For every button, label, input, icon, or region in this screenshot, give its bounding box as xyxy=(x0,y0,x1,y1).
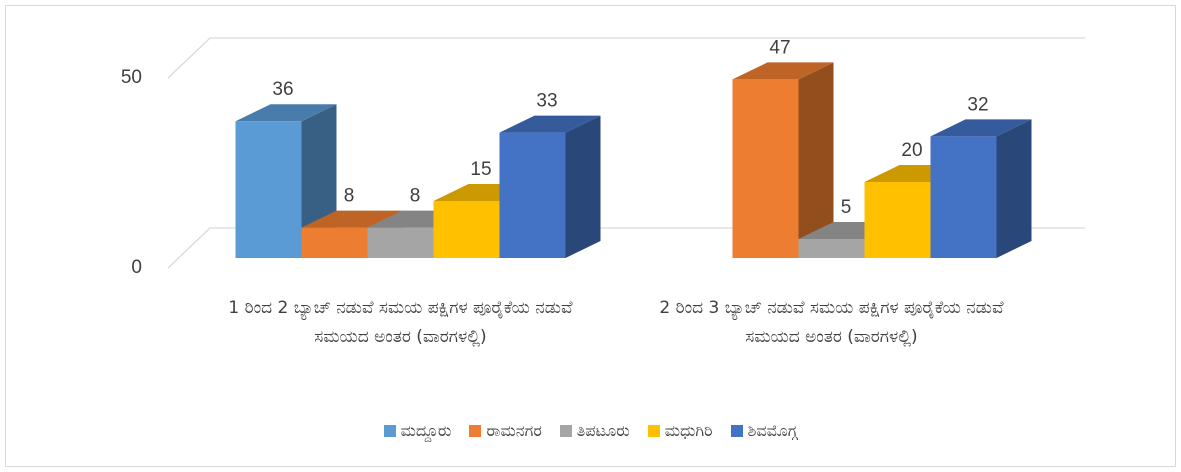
bar xyxy=(732,79,799,259)
legend-item: ಮಧುಗಿರಿ xyxy=(647,421,713,441)
data-label: 8 xyxy=(344,186,355,207)
bar-top xyxy=(301,210,403,228)
grid-line xyxy=(167,37,1085,79)
data-label: 20 xyxy=(901,140,922,161)
data-label: 36 xyxy=(272,79,293,100)
chart-border xyxy=(5,5,1176,467)
legend-label: ತಿಪಟೂರು xyxy=(576,421,630,440)
bar-top xyxy=(499,115,601,133)
bar-top xyxy=(732,62,834,80)
data-label: 5 xyxy=(841,197,852,218)
legend-item: ಶಿವಮೊಗ್ಗ xyxy=(730,421,798,441)
legend-swatch xyxy=(469,425,482,437)
legend-item: ತಿಪಟೂರು xyxy=(559,421,630,441)
data-label: 15 xyxy=(470,159,491,180)
data-label: 33 xyxy=(536,91,557,112)
x-tick-label: 1 ರಿಂದ 2 ಬ್ಯಾಚ್ ನಡುವೆ ಸಮಯ ಪಕ್ಷಿಗಳ ಪೂರೈಕೆ… xyxy=(228,298,573,347)
y-tick-label: 0 xyxy=(131,257,142,278)
bar xyxy=(367,227,434,258)
legend-label: ರಾಮನಗರ xyxy=(486,421,542,440)
data-label: 8 xyxy=(410,186,421,207)
bar xyxy=(930,136,997,258)
bar xyxy=(499,132,566,258)
x-tick-label: 2 ರಿಂದ 3 ಬ್ಯಾಚ್ ನಡುವೆ ಸಮಯ ಪಕ್ಷಿಗಳ ಪೂರೈಕೆ… xyxy=(659,298,1004,347)
legend-item: ರಾಮನಗರ xyxy=(469,421,542,441)
bar-side xyxy=(996,119,1032,259)
legend-swatch xyxy=(647,425,660,437)
legend-swatch xyxy=(383,425,396,437)
bar xyxy=(301,227,368,258)
bar-side xyxy=(798,62,834,259)
legend-item: ಮದ್ದೂರು xyxy=(383,421,452,441)
y-tick-label: 50 xyxy=(121,67,142,88)
legend-label: ಶಿವಮೊಗ್ಗ xyxy=(747,421,798,440)
legend-label: ಮದ್ದೂರು xyxy=(400,421,452,440)
bar-side xyxy=(565,115,601,258)
data-label: 47 xyxy=(769,37,790,58)
legend-swatch xyxy=(730,425,743,437)
bar-top xyxy=(930,119,1032,137)
data-label: 32 xyxy=(967,94,988,115)
legend-swatch xyxy=(559,425,572,437)
bar xyxy=(433,201,500,258)
bar xyxy=(235,121,302,258)
bar xyxy=(864,182,931,258)
legend: ಮದ್ದೂರು ರಾಮನಗರ ತಿಪಟೂರು ಮಧುಗಿರಿ ಶಿವಮೊಗ್ಗ xyxy=(0,421,1181,441)
legend-label: ಮಧುಗಿರಿ xyxy=(664,421,713,440)
bar-top xyxy=(235,104,337,122)
bar xyxy=(798,239,865,258)
